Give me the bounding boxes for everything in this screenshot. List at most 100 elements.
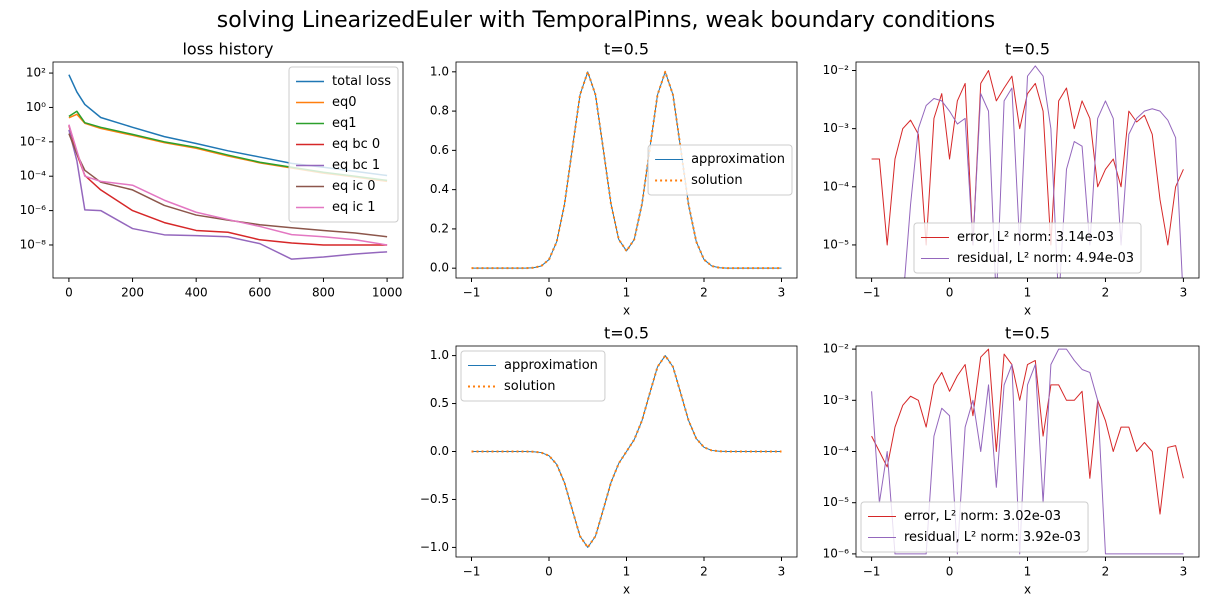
y-tick-label: 10⁻⁶ <box>20 203 47 217</box>
y-tick-label: 10⁻⁶ <box>823 546 850 560</box>
legend-label: residual, L² norm: 4.94e-03 <box>957 251 1134 266</box>
legend-label: eq1 <box>332 116 357 131</box>
legend-label: approximation <box>504 358 598 373</box>
legend-label: total loss <box>332 74 391 89</box>
series-line <box>68 124 388 246</box>
legend-label: residual, L² norm: 3.92e-03 <box>904 530 1081 545</box>
x-tick-label: −1 <box>463 565 481 579</box>
legend-label: eq0 <box>332 95 357 110</box>
x-tick-label: 0 <box>545 565 553 579</box>
figure-title: solving LinearizedEuler with TemporalPin… <box>217 8 996 33</box>
y-tick-label: 10⁻⁴ <box>823 444 850 458</box>
y-tick-label: 10⁻² <box>20 134 47 148</box>
legend-label: solution <box>504 379 555 394</box>
y-tick-label: 10² <box>26 66 46 80</box>
x-tick-label: 3 <box>1180 565 1188 579</box>
legend-label: eq ic 0 <box>332 179 376 194</box>
y-tick-label: 10⁻⁵ <box>823 495 850 509</box>
subplot: −1 0 1 2 3 10⁻⁵ 10⁻⁴ 10⁻³ 10⁻² t=0.5 x error, L² no… <box>823 40 1200 318</box>
x-tick-label: 0 <box>65 286 73 300</box>
legend: approximation solution <box>460 350 606 402</box>
legend-label: error, L² norm: 3.02e-03 <box>904 509 1061 524</box>
series-line <box>471 70 782 270</box>
plot-area <box>871 348 1184 555</box>
subplot: 0 200 400 600 800 1000 10⁻⁸ 10⁻⁶ 10⁻⁴ 10⁻² 10⁰ 10² l… <box>20 40 404 300</box>
axes-frame <box>855 61 1200 279</box>
x-tick-label: 1 <box>623 565 631 579</box>
y-tick-label: 0.0 <box>430 261 449 275</box>
x-tick-label: 1 <box>623 286 631 300</box>
y-tick-label: 10⁰ <box>26 100 46 114</box>
plot-area <box>871 65 1184 278</box>
x-tick-label: 1000 <box>372 286 403 300</box>
legend-label: eq bc 1 <box>332 158 380 173</box>
x-tick-label: −1 <box>863 565 881 579</box>
y-tick-label: 10⁻⁴ <box>823 179 850 193</box>
plot-area <box>471 70 782 270</box>
legend-label: approximation <box>691 152 785 167</box>
y-tick-label: 1.0 <box>430 348 449 362</box>
plot-area <box>471 354 782 549</box>
x-tick-label: 600 <box>248 286 271 300</box>
y-tick-label: 1.0 <box>430 64 449 78</box>
x-tick-label: 3 <box>1180 286 1188 300</box>
y-tick-label: 0.6 <box>430 143 449 157</box>
y-tick-label: 0.4 <box>430 182 449 196</box>
x-tick-label: 0 <box>946 286 954 300</box>
x-tick-label: 0 <box>545 286 553 300</box>
y-tick-label: 0.0 <box>430 444 449 458</box>
y-tick-label: 10⁻⁸ <box>20 237 47 251</box>
axes-frame <box>855 345 1200 558</box>
axes-frame <box>455 61 798 279</box>
x-tick-label: 2 <box>700 565 708 579</box>
axes-frame <box>52 61 404 279</box>
x-tick-label: 200 <box>121 286 144 300</box>
subplot: −1 0 1 2 3 0.0 0.2 0.4 0.6 0.8 1.0 t=0.5 x approximat… <box>430 40 798 318</box>
subplot: −1 0 1 2 3 −1.0 −0.5 0.0 0.5 1.0 t=0.5 x approximati… <box>420 324 798 597</box>
x-axis-label: x <box>623 583 630 597</box>
series-line <box>871 348 1184 555</box>
y-tick-label: 10⁻² <box>823 63 850 77</box>
legend: total loss eq0 eq1 eq bc 0 eq bc 1 eq ic 0 eq … <box>288 66 399 223</box>
x-tick-label: 2 <box>1102 286 1110 300</box>
legend-frame <box>460 350 606 402</box>
y-tick-label: 10⁻² <box>823 342 850 356</box>
x-axis-label: x <box>1024 304 1031 318</box>
subplot: −1 0 1 2 3 10⁻⁶ 10⁻⁵ 10⁻⁴ 10⁻³ 10⁻² t=0.5 x error, L… <box>823 324 1200 597</box>
series-line <box>871 70 1184 246</box>
x-tick-label: 0 <box>946 565 954 579</box>
x-tick-label: 400 <box>185 286 208 300</box>
series-line <box>871 348 1184 515</box>
subplot-title: t=0.5 <box>604 324 649 343</box>
legend-frame <box>647 144 793 196</box>
series-line <box>68 129 388 260</box>
legend-frame <box>913 222 1142 274</box>
x-tick-label: −1 <box>463 286 481 300</box>
x-tick-label: 2 <box>1102 565 1110 579</box>
legend-label: solution <box>691 173 742 188</box>
x-axis-label: x <box>623 304 630 318</box>
subplot-title: t=0.5 <box>1005 324 1050 343</box>
legend-frame <box>288 66 399 223</box>
x-axis-label: x <box>1024 583 1031 597</box>
series-line <box>904 65 1183 278</box>
legend-label: error, L² norm: 3.14e-03 <box>957 230 1114 245</box>
x-tick-label: 800 <box>312 286 335 300</box>
y-tick-label: 0.8 <box>430 104 449 118</box>
x-tick-label: −1 <box>863 286 881 300</box>
legend: approximation solution <box>647 144 793 196</box>
y-tick-label: 0.2 <box>430 221 449 235</box>
x-tick-label: 3 <box>778 565 786 579</box>
x-tick-label: 2 <box>700 286 708 300</box>
y-tick-label: −0.5 <box>420 492 449 506</box>
axes-frame <box>455 345 798 558</box>
subplot-title: t=0.5 <box>1005 40 1050 59</box>
y-tick-label: 10⁻⁵ <box>823 237 850 251</box>
x-tick-label: 1 <box>1024 565 1032 579</box>
y-tick-label: 10⁻³ <box>823 121 850 135</box>
legend: error, L² norm: 3.02e-03 residual, L² nor… <box>860 501 1089 553</box>
x-tick-label: 1 <box>1024 286 1032 300</box>
x-tick-label: 3 <box>778 286 786 300</box>
